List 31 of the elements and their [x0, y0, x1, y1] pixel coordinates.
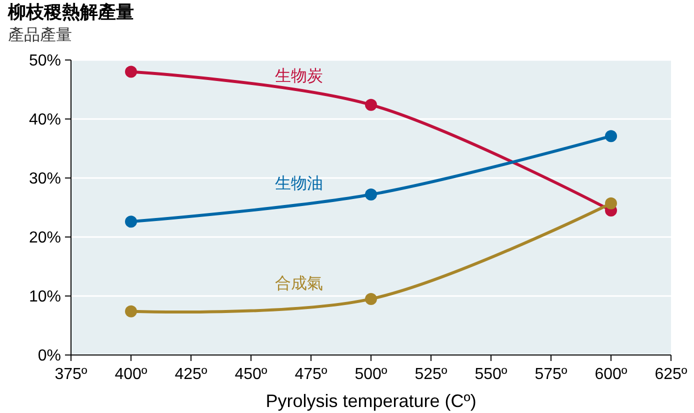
- point: [365, 292, 377, 305]
- x-tick-label: 425º: [174, 366, 208, 383]
- y-tick-label: 50%: [28, 52, 61, 70]
- point: [125, 216, 137, 228]
- x-tick-label: 550º: [474, 366, 508, 383]
- point: [365, 188, 377, 201]
- x-tick-label: 625º: [654, 366, 688, 383]
- series-label: 合成氣: [275, 274, 323, 293]
- x-tick-label: 475º: [294, 366, 328, 383]
- series-label: 生物油: [275, 174, 323, 193]
- point: [605, 130, 617, 142]
- x-tick-label: 575º: [534, 366, 568, 383]
- chart-title: 柳枝稷熱解產量: [7, 2, 134, 22]
- y-tick-label: 30%: [28, 170, 61, 188]
- point: [125, 66, 137, 78]
- x-axis-title: Pyrolysis temperature (Cº): [266, 391, 476, 411]
- point: [365, 98, 377, 111]
- point: [125, 305, 137, 318]
- chart-subtitle: 產品產量: [8, 26, 72, 44]
- x-tick-label: 400º: [114, 366, 148, 383]
- y-tick-label: 0%: [38, 348, 61, 365]
- x-tick-label: 450º: [234, 366, 268, 383]
- series-label: 生物炭: [275, 66, 323, 85]
- point: [605, 197, 617, 210]
- y-tick-label: 20%: [28, 230, 61, 247]
- y-tick-label: 40%: [28, 112, 61, 129]
- y-tick-label: 10%: [28, 288, 61, 306]
- x-tick-label: 500º: [354, 366, 388, 383]
- x-tick-label: 375º: [54, 366, 88, 383]
- x-tick-label: 600º: [594, 366, 628, 383]
- x-tick-label: 525º: [414, 366, 448, 383]
